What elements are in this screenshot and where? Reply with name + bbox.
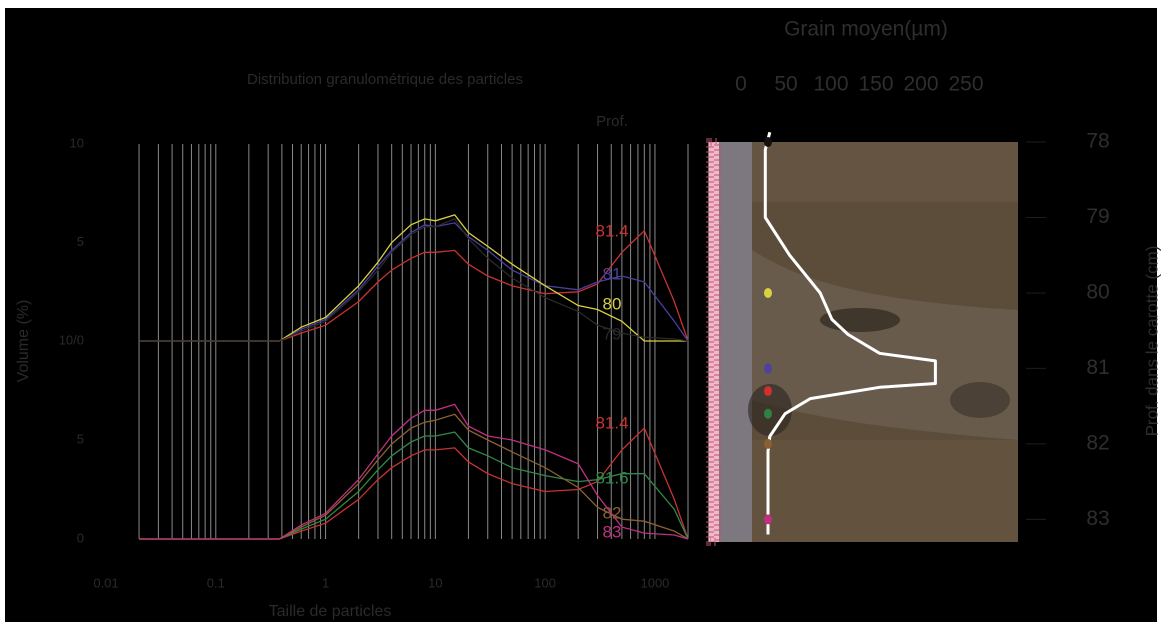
core-patch xyxy=(950,382,1010,418)
depth-tick-label: 79 xyxy=(1086,205,1109,228)
depth-axis-label: Prof. dans le carotte (cm) xyxy=(1142,246,1161,437)
grain-tick-label: 100 xyxy=(813,73,848,96)
x-axis-label: Taille de particles xyxy=(269,603,392,620)
series-line xyxy=(139,214,688,342)
grain-tick-label: 200 xyxy=(903,73,938,96)
grain-tick-label: 250 xyxy=(948,73,983,96)
series-line xyxy=(139,413,689,540)
grain-profile xyxy=(763,131,937,535)
y-tick-label: 5 xyxy=(77,234,84,249)
sample-dot xyxy=(764,514,772,525)
core-band xyxy=(708,142,1018,202)
series-label: 80 xyxy=(603,294,622,313)
legend-title: Prof. xyxy=(596,113,628,130)
x-tick-label: 0.01 xyxy=(93,575,118,590)
y-tick-label: 5 xyxy=(77,431,84,446)
grain-tick-label: 150 xyxy=(858,73,893,96)
sample-dot xyxy=(764,287,772,298)
depth-tick-label: 82 xyxy=(1086,431,1109,454)
sample-dot xyxy=(764,408,772,419)
depth-tick-label: 78 xyxy=(1086,130,1109,153)
depth-tick-label: 81 xyxy=(1086,356,1109,379)
core-patch xyxy=(752,250,1018,440)
sample-dot xyxy=(764,137,772,148)
x-tick-label: 1000 xyxy=(640,575,669,590)
series-label: 79 xyxy=(603,324,622,343)
series-label: 81.6 xyxy=(595,468,628,487)
grain-axis-title: Grain moyen(µm) xyxy=(784,18,948,41)
series-label: 81 xyxy=(603,264,622,283)
series-label: 83 xyxy=(603,522,622,541)
series-line xyxy=(139,403,689,540)
ruler-marks xyxy=(706,138,722,546)
y-tick-label: 0 xyxy=(77,530,84,545)
series-line xyxy=(139,222,689,342)
sample-dot xyxy=(764,386,772,397)
x-tick-label: 10 xyxy=(428,575,442,590)
x-tick-label: 1 xyxy=(322,575,329,590)
series-line xyxy=(139,229,689,342)
series-label: 81.4 xyxy=(595,413,628,432)
sample-dot xyxy=(764,438,772,449)
depth-tick-label: 80 xyxy=(1086,281,1109,304)
y-tick-label: 10 xyxy=(70,135,84,150)
series-line xyxy=(139,431,689,540)
y-axis-label: Volume (%) xyxy=(15,300,32,383)
depth-tick-label: 83 xyxy=(1086,507,1109,530)
grain-tick-label: 0 xyxy=(735,73,747,96)
x-tick-label: 0.1 xyxy=(207,575,225,590)
x-tick-label: 100 xyxy=(534,575,556,590)
sample-dot xyxy=(764,363,772,374)
y-tick-label: 10/0 xyxy=(59,332,84,347)
series-line xyxy=(139,426,689,540)
core-band xyxy=(708,440,1018,542)
chart-title: Distribution granulométrique des particl… xyxy=(247,71,523,88)
series-label: 81.4 xyxy=(595,221,628,240)
grain-tick-label: 50 xyxy=(774,73,797,96)
series-line xyxy=(139,218,689,342)
